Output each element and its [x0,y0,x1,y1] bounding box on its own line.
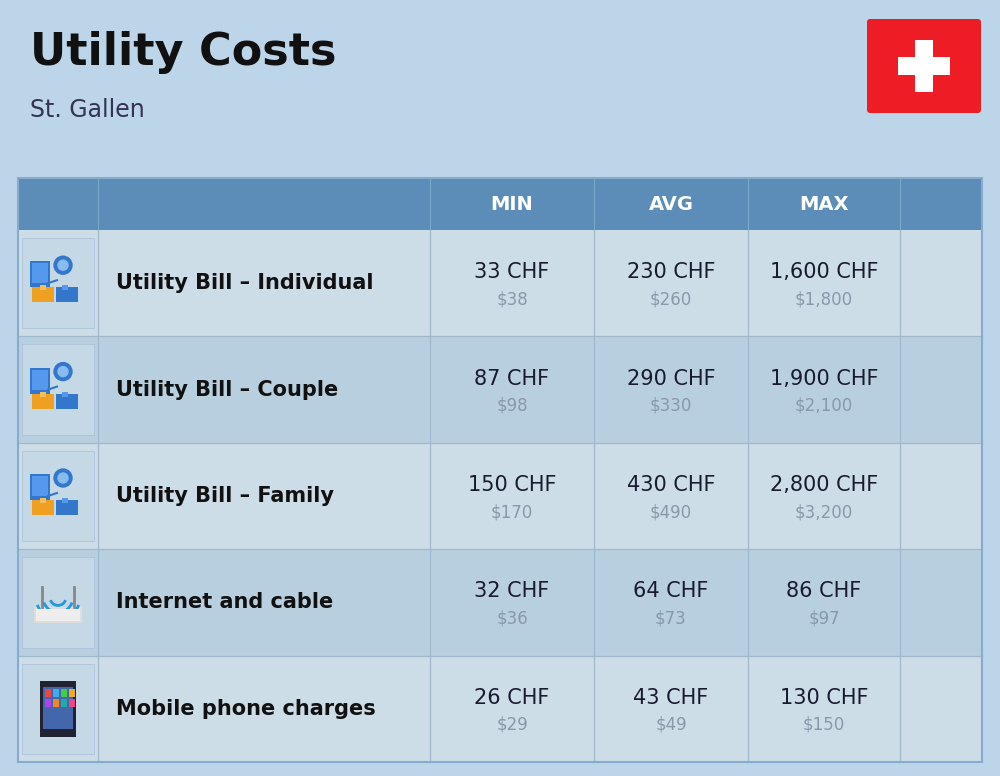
Text: $97: $97 [808,609,840,628]
Bar [32,500,54,515]
Bar [53,689,59,697]
Bar [62,392,68,397]
Text: $2,100: $2,100 [795,397,853,414]
Bar [62,498,68,503]
Circle shape [58,260,68,270]
Bar [32,263,48,283]
Text: $170: $170 [491,503,533,521]
Text: $98: $98 [496,397,528,414]
Bar [43,687,73,729]
Bar [56,500,78,515]
Text: 43 CHF: 43 CHF [633,688,709,708]
Bar [915,40,933,92]
Circle shape [54,469,72,487]
Bar [22,557,94,648]
Text: $3,200: $3,200 [795,503,853,521]
Bar [32,476,48,496]
Bar [18,178,982,230]
Bar [898,57,950,75]
Text: 130 CHF: 130 CHF [780,688,868,708]
Text: $330: $330 [650,397,692,414]
Circle shape [54,362,72,380]
Bar [40,392,46,397]
Text: $29: $29 [496,715,528,734]
Bar [40,498,46,503]
Bar [32,287,54,302]
Circle shape [58,473,68,483]
Text: $49: $49 [655,715,687,734]
Bar [34,608,82,623]
Text: 290 CHF: 290 CHF [627,369,715,389]
Text: 2,800 CHF: 2,800 CHF [770,475,878,495]
Bar [61,689,67,697]
Bar [53,699,59,707]
Text: 230 CHF: 230 CHF [627,262,715,282]
Bar [61,699,67,707]
Bar [18,230,982,337]
Text: 87 CHF: 87 CHF [474,369,550,389]
FancyBboxPatch shape [867,19,981,113]
Text: $150: $150 [803,715,845,734]
Text: 1,600 CHF: 1,600 CHF [770,262,878,282]
Bar [18,549,982,656]
Bar [18,443,982,549]
Text: $490: $490 [650,503,692,521]
Bar [40,286,46,290]
Text: 150 CHF: 150 CHF [468,475,556,495]
Bar [22,663,94,754]
Bar [30,262,50,287]
Text: Internet and cable: Internet and cable [116,592,333,612]
Bar [30,474,50,500]
Bar [18,337,982,443]
Text: Utility Bill – Individual: Utility Bill – Individual [116,273,374,293]
Bar [62,286,68,290]
Text: Utility Bill – Couple: Utility Bill – Couple [116,379,338,400]
Bar [22,345,94,435]
Bar [18,656,982,762]
Text: Mobile phone charges: Mobile phone charges [116,699,376,719]
Text: $38: $38 [496,290,528,308]
Text: Utility Costs: Utility Costs [30,30,336,74]
Circle shape [54,256,72,274]
Text: 430 CHF: 430 CHF [627,475,715,495]
Bar [45,699,51,707]
Text: 32 CHF: 32 CHF [474,581,550,601]
Text: $36: $36 [496,609,528,628]
Bar [69,699,75,707]
Text: Utility Bill – Family: Utility Bill – Family [116,486,334,506]
Bar [40,681,76,736]
Text: MAX: MAX [799,195,849,213]
Circle shape [58,366,68,376]
Text: $260: $260 [650,290,692,308]
Bar [45,689,51,697]
Text: $73: $73 [655,609,687,628]
Text: AVG: AVG [648,195,694,213]
Bar [22,451,94,541]
Text: $1,800: $1,800 [795,290,853,308]
Bar [36,609,80,622]
Bar [56,287,78,302]
Text: 33 CHF: 33 CHF [474,262,550,282]
Bar [30,368,50,393]
Text: St. Gallen: St. Gallen [30,98,145,122]
Bar [56,393,78,409]
Bar [69,689,75,697]
Bar [32,369,48,390]
Text: 1,900 CHF: 1,900 CHF [770,369,878,389]
Text: 64 CHF: 64 CHF [633,581,709,601]
Text: 26 CHF: 26 CHF [474,688,550,708]
Text: MIN: MIN [491,195,533,213]
Bar [32,393,54,409]
Text: 86 CHF: 86 CHF [786,581,862,601]
Bar [18,178,982,762]
Bar [22,238,94,328]
